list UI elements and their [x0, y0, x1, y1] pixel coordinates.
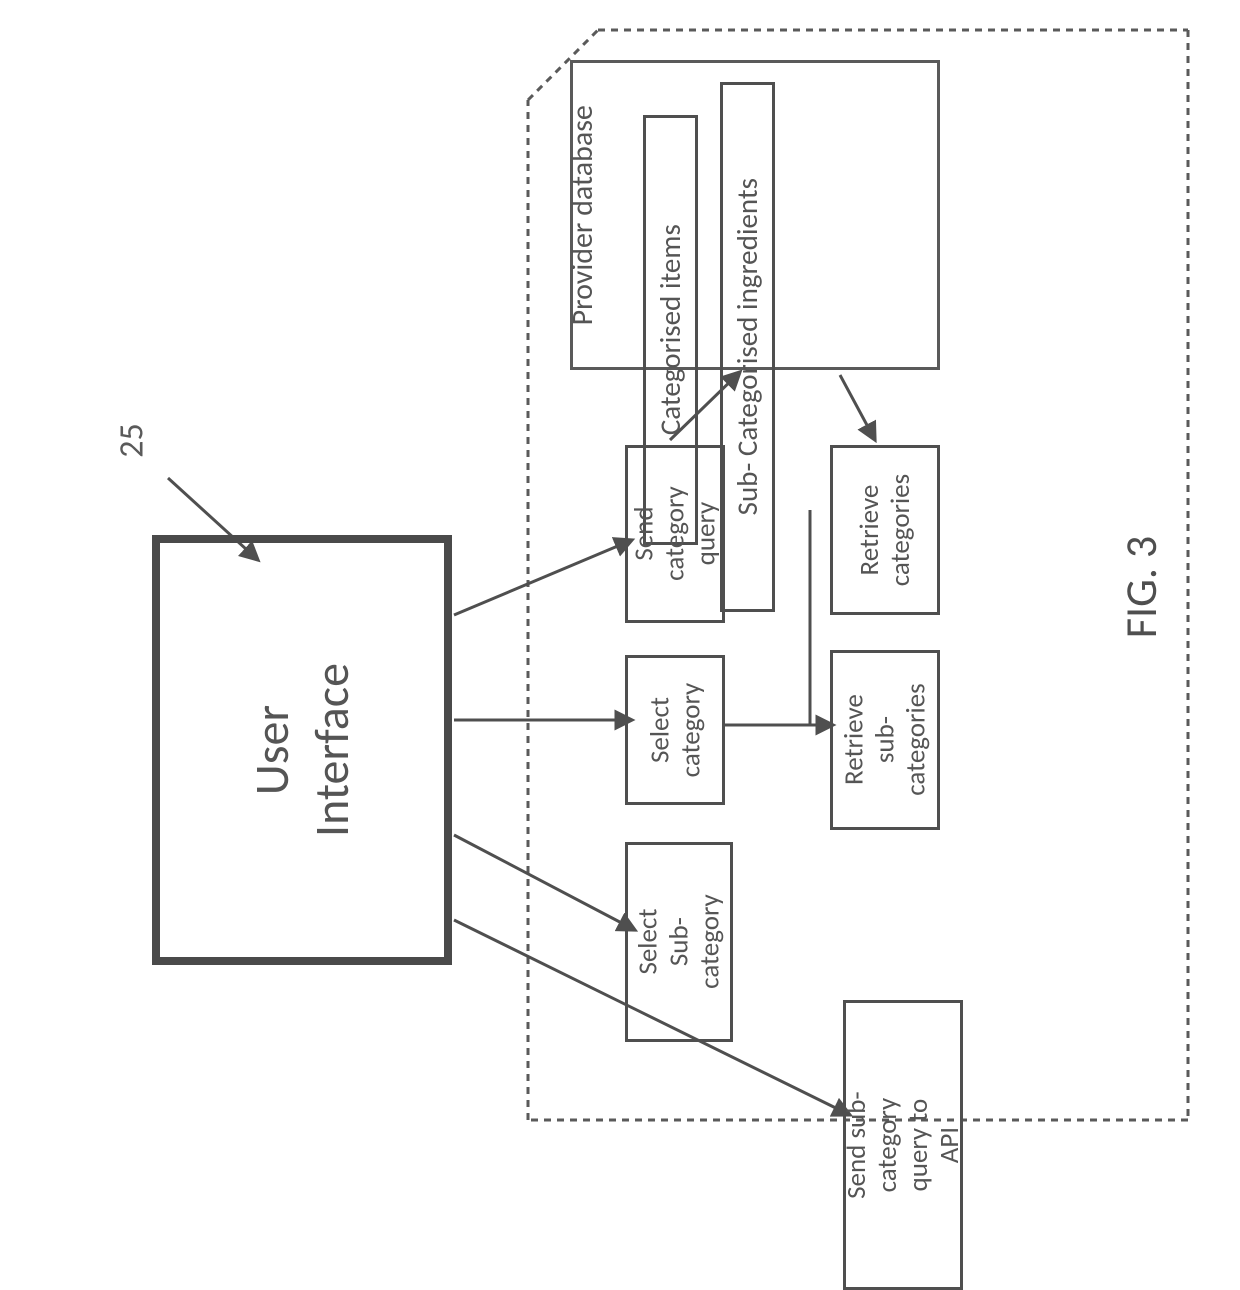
flow-box-retrieve_cat: Retrieve categories [830, 445, 940, 615]
db-item-label: Sub- Categorised ingredients [731, 178, 764, 515]
flow-box-label: Select Sub-category [632, 891, 725, 993]
ui-label-line1: User [242, 663, 302, 837]
flow-box-label: Send category query [628, 487, 721, 582]
flow-box-send_cat_query: Send category query [625, 445, 725, 623]
flow-box-select_cat: Select category [625, 655, 725, 805]
diagram-stage: 25 UserInterface Provider database Categori… [0, 0, 1240, 1257]
figure-caption: FIG. 3 [1114, 536, 1168, 638]
arrow-a_ui_to_selsub [454, 835, 635, 930]
ui-label-line2: Interface [302, 663, 362, 837]
flow-box-label: Retrieve categories [854, 474, 916, 586]
flow-box-send_sub_query: Send sub-category query to API [843, 1000, 963, 1290]
flow-box-retrieve_sub_cat: Retrieve sub- categories [830, 650, 940, 830]
flow-box-label: Send sub-category query to API [841, 1088, 965, 1202]
arrow-a_ui_to_sendcat [454, 540, 632, 615]
user-interface-label: UserInterface [242, 663, 362, 837]
flow-box-label: Retrieve sub- categories [838, 684, 931, 796]
reference-number: 25 [112, 423, 153, 457]
flow-box-label: Select category [644, 683, 706, 778]
db-item-sub_cat_ing: Sub- Categorised ingredients [720, 82, 775, 612]
user-interface-box: UserInterface [152, 535, 452, 965]
db-item-label: Categorised items [654, 225, 687, 436]
provider-database-label: Provider database [566, 105, 601, 325]
arrow-a_db_to_retcat [840, 375, 875, 440]
flow-box-select_sub_cat: Select Sub-category [625, 842, 733, 1042]
